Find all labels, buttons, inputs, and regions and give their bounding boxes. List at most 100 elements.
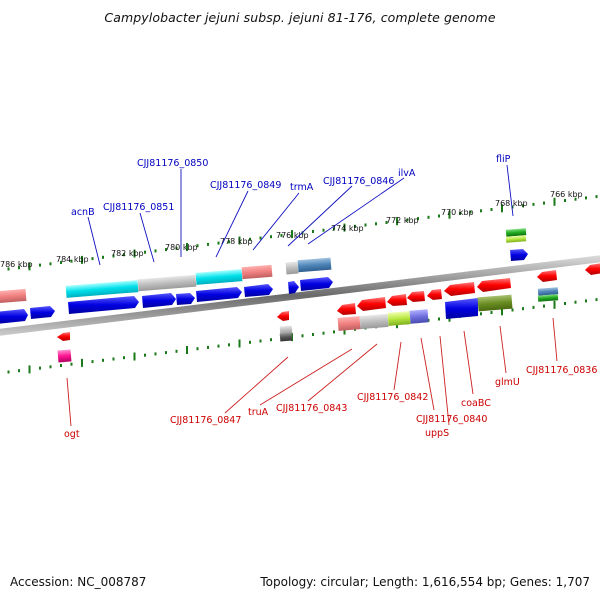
scale-label: 770 kbp [441, 208, 474, 217]
tick-mark [28, 262, 31, 271]
tick-mark [574, 197, 577, 201]
reverse-genes [57, 263, 600, 341]
tick-mark [259, 236, 262, 240]
scale-label: 772 kbp [386, 216, 419, 225]
tick-mark [595, 195, 598, 199]
tick-mark [343, 223, 346, 232]
gene-label-bottom: CJJ81176_0843 [276, 403, 347, 414]
tick-mark [396, 217, 398, 226]
tick-mark [501, 204, 503, 213]
tick-mark [312, 333, 314, 336]
tick-mark [585, 196, 587, 200]
tick-mark [280, 233, 283, 237]
gene-label-bottom: coaBC [461, 398, 491, 409]
top-gene-labels: acnB CJJ81176_0851 CJJ81176_0850 CJJ8117… [71, 154, 514, 266]
gene-label-bottom: glmU [495, 377, 520, 388]
tick-mark [70, 259, 73, 263]
gene-label-bottom: CJJ81176_0836 [526, 365, 597, 376]
tick-mark [133, 352, 136, 361]
tick-mark [312, 230, 314, 233]
gene-label-bottom: uppS [425, 428, 449, 439]
tick-mark [291, 230, 293, 239]
tick-mark [154, 249, 157, 253]
forward-genes [0, 249, 528, 324]
tick-mark [543, 304, 545, 308]
tick-mark [574, 300, 577, 304]
scale-label: 774 kbp [331, 224, 364, 233]
gene-label-top: CJJ81176_0850 [137, 158, 208, 169]
tick-mark [301, 334, 304, 338]
tick-mark [333, 227, 335, 231]
tick-mark [480, 209, 482, 213]
gene-label-bottom: CJJ81176_0840 [416, 414, 487, 425]
tick-mark [70, 362, 73, 366]
tick-mark [375, 222, 377, 226]
tick-mark [459, 211, 461, 215]
tick-mark [322, 228, 325, 232]
scale-label: 776 kbp [276, 231, 309, 240]
tick-mark [448, 210, 451, 219]
tick-mark [532, 202, 535, 206]
gene-label-bottom: CJJ81176_0847 [170, 415, 241, 426]
tick-mark [60, 261, 62, 264]
tick-mark [144, 250, 146, 254]
tick-mark [175, 246, 178, 250]
scale-label: 784 kbp [56, 255, 89, 264]
scale-label: 778 kbp [220, 237, 253, 246]
tick-mark [427, 215, 430, 219]
tick-mark [186, 243, 188, 251]
tick-mark [427, 318, 430, 322]
tick-mark [364, 223, 367, 227]
gene-label-bottom: CJJ81176_0842 [357, 392, 428, 403]
tick-mark [49, 262, 52, 266]
tick-mark [564, 302, 566, 305]
tick-mark [133, 249, 136, 258]
tick-mark [154, 352, 157, 356]
tick-mark [28, 365, 31, 374]
feature-blocks-top [0, 228, 559, 342]
tick-mark [385, 221, 388, 224]
tick-mark [91, 257, 94, 261]
tick-mark [175, 349, 178, 353]
tick-mark [490, 208, 493, 211]
tick-mark [165, 351, 167, 355]
tick-mark [144, 353, 146, 357]
tick-mark [270, 338, 272, 342]
tick-mark [123, 253, 125, 257]
tick-mark [39, 263, 41, 267]
tick-mark [270, 235, 272, 239]
tick-mark [18, 266, 20, 270]
feature-blocks-bottom [57, 294, 513, 363]
accession-text: Accession: NC_008787 [10, 575, 147, 589]
tick-mark [196, 244, 199, 248]
tick-mark [595, 298, 598, 302]
tick-mark [49, 365, 52, 369]
gene-label-top: fliP [496, 154, 511, 165]
tick-mark [7, 267, 10, 271]
gene-label-bottom: ogt [64, 429, 80, 440]
tick-mark [259, 339, 262, 343]
tick-mark [123, 356, 125, 360]
gene-label-top: CJJ81176_0849 [210, 180, 281, 191]
tick-mark [207, 242, 209, 246]
tick-mark [417, 217, 419, 221]
tick-mark [564, 199, 566, 202]
tick-mark [207, 345, 209, 349]
tick-mark [522, 204, 524, 208]
tick-mark [81, 255, 83, 264]
tick-mark [438, 214, 440, 218]
tick-mark [217, 241, 220, 245]
tick-mark [543, 201, 545, 205]
tick-mark [186, 346, 188, 354]
gene-label-top: CJJ81176_0846 [323, 176, 394, 187]
tick-mark [102, 358, 104, 362]
tick-mark [406, 218, 409, 222]
tick-mark [7, 370, 10, 374]
tick-mark [228, 343, 230, 347]
tick-mark [354, 224, 356, 228]
tick-mark [196, 347, 199, 351]
tick-mark [102, 255, 104, 259]
tick-mark [39, 366, 41, 370]
tick-mark [469, 210, 472, 214]
